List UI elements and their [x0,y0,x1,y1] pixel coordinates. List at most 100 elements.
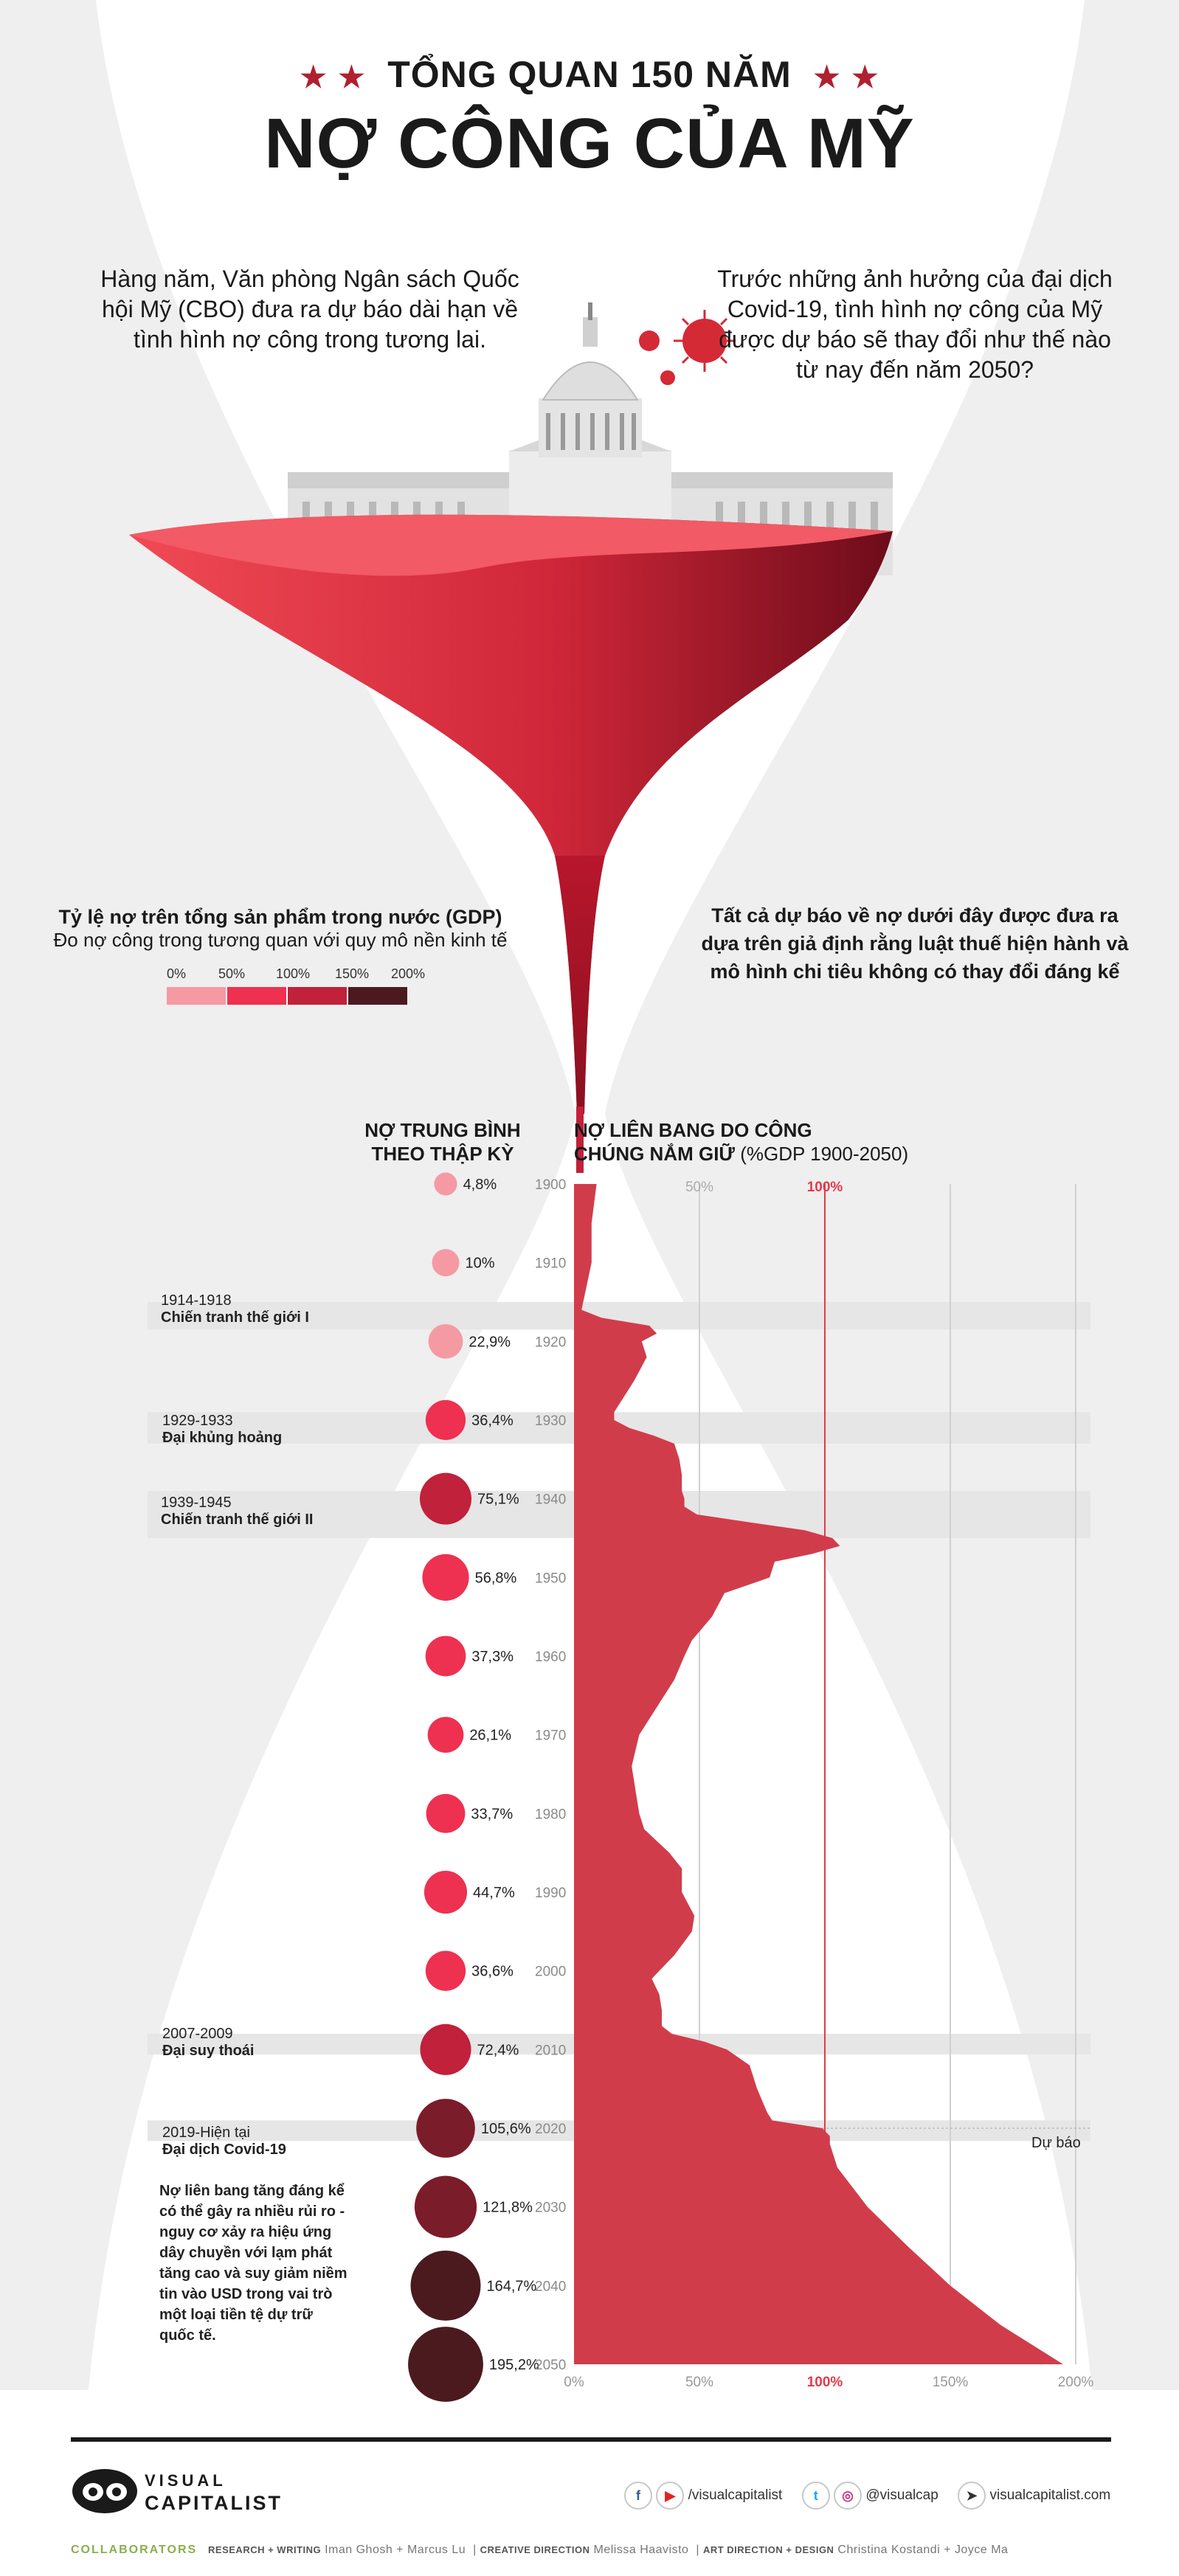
event-name: Chiến tranh thế giới II [161,1512,314,1528]
decade-value-label: 26,1% [469,1728,511,1744]
decade-circle [425,1399,466,1441]
cursor-icon[interactable]: ➤ [958,2482,986,2510]
top-tick-label: 100% [807,1180,843,1195]
research-label: RESEARCH + WRITING [208,2544,322,2555]
year-label: 1970 [535,1728,566,1744]
decade-value-label: 75,1% [477,1492,519,1508]
creative-label: CREATIVE DIRECTION [480,2544,590,2555]
collaborators-label: COLLABORATORS [71,2544,198,2556]
event-date: 1914-1918 [161,1292,232,1309]
decade-value-label: 36,6% [471,1964,514,1980]
decade-value-label: 164,7% [487,2278,537,2294]
year-label: 2050 [535,2358,566,2373]
legend-swatch [288,987,348,1005]
decade-value-label: 10% [465,1256,494,1272]
title-line-1: ★ ★ TỔNG QUAN 150 NĂM ★ ★ [300,54,879,95]
decade-circle [425,1950,466,1991]
instagram-icon[interactable]: ◎ [834,2482,862,2510]
decade-header-line-2: THEO THẬP KỲ [371,1143,514,1165]
title-line-2: NỢ CÔNG CỦA MỸ [264,104,915,183]
x-tick-label: 50% [685,2375,713,2390]
x-tick-label: 100% [807,2375,843,2390]
decade-circle [434,1172,457,1196]
decade-value-label: 4,8% [463,1177,497,1193]
forecast-label: Dự báo [1031,2135,1081,2151]
event-date: 2007-2009 [162,2026,233,2042]
event-date: 1929-1933 [162,1413,233,1429]
decade-value-label: 22,9% [469,1334,511,1350]
year-label: 1990 [535,1886,566,1901]
legend-swatch [227,987,288,1005]
brand-line-1: VISUAL [145,2471,227,2490]
brand-name: VISUAL CAPITALIST [145,2470,283,2514]
chart-column-header: NỢ LIÊN BANG DO CÔNG CHÚNG NẮM GIỮ (%GDP… [574,1118,987,1166]
decade-value-label: 105,6% [481,2121,531,2137]
event-name: Đại dịch Covid-19 [162,2142,286,2158]
decade-circle [425,1635,466,1677]
decade-value-label: 121,8% [483,2200,533,2216]
decade-value-label: 195,2% [489,2357,539,2373]
covid-note: Nợ liên bang tăng đáng kể có thể gây ra … [159,2183,348,2344]
year-label: 1920 [535,1334,566,1350]
legend: Tỷ lệ nợ trên tổng sản phẩm trong nước (… [44,906,516,952]
twitter-icon[interactable]: t [801,2482,830,2510]
decade-value-label: 44,7% [473,1885,515,1901]
event-name: Đại khủng hoảng [162,1430,283,1446]
legend-swatch [348,987,407,1005]
event-label-recession: 2007-2009 Đại suy thoái [162,2026,254,2060]
legend-scale-label: 200% [391,966,426,981]
debt-area-series [574,1184,1063,2364]
facebook-icon[interactable]: f [624,2482,652,2510]
year-label: 1930 [535,1413,566,1429]
art-names: Christina Kostandi + Joyce Ma [837,2544,1009,2556]
decade-circle [422,1554,469,1601]
star-icon: ★ [813,61,841,94]
x-tick-label: 0% [564,2375,584,2390]
decade-value-label: 33,7% [471,1806,513,1822]
youtube-icon[interactable]: ▶ [656,2482,685,2510]
year-label: 2010 [535,2043,566,2058]
legend-scale: 0% 50% 100% 150% 200% [167,966,425,1005]
decade-circle [432,1249,460,1277]
x-tick-label: 150% [933,2375,969,2390]
year-label: 2040 [535,2279,566,2294]
legend-scale-label: 0% [167,966,187,981]
decade-value-label: 56,8% [475,1570,517,1586]
social-links: f ▶ /visualcapitalist t ◎ @visualcap ➤ v… [624,2482,1110,2510]
star-icon: ★ [300,61,328,94]
star-icon: ★ [851,61,879,94]
x-tick-label: 200% [1058,2375,1094,2390]
assumption-note: Tất cả dự báo về nợ dưới đây được đưa ra… [701,904,1129,983]
year-label: 1910 [535,1256,566,1272]
brand-line-2: CAPITALIST [145,2492,283,2514]
year-label: 1940 [535,1492,566,1508]
year-label: 1900 [535,1177,566,1193]
decade-circle [416,2099,475,2158]
social-handle-facebook[interactable]: /visualcapitalist [688,2487,783,2504]
event-date: 1939-1945 [161,1495,232,1511]
brand-logo[interactable] [71,2465,139,2517]
intro-right: Trước những ảnh hưởng của đại dịch Covid… [717,266,1113,383]
social-handle-twitter[interactable]: @visualcap [865,2487,938,2504]
website-link[interactable]: visualcapitalist.com [989,2487,1111,2504]
year-label: 2000 [535,1964,566,1980]
event-name: Chiến tranh thế giới I [161,1309,309,1326]
year-label: 2030 [535,2201,566,2216]
chart-header-line-1: NỢ LIÊN BANG DO CÔNG [574,1119,812,1141]
top-tick-label: 50% [685,1180,713,1195]
creative-names: Melissa Haavisto [593,2544,689,2556]
decade-value-label: 72,4% [477,2042,519,2058]
year-label: 1950 [535,1571,566,1586]
decade-circle [420,1472,471,1525]
decade-circle [428,1323,463,1359]
event-label-covid: 2019-Hiện tại Đại dịch Covid-19 [162,2125,286,2158]
year-label: 2020 [535,2122,566,2137]
year-label: 1960 [535,1649,566,1665]
chart-header-line-2: CHÚNG NẮM GIỮ [574,1143,736,1165]
decade-circle [426,1793,466,1833]
decade-circle [408,2327,483,2402]
event-date: 2019-Hiện tại [162,2125,250,2141]
decade-circle [410,2250,481,2321]
